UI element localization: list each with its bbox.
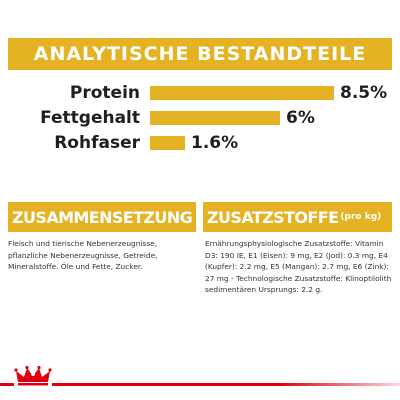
nutrient-label: Protein: [69, 83, 140, 103]
banner-title: ANALYTISCHE BESTANDTEILE: [33, 43, 367, 65]
additives-header: ZUSATZSTOFFE (pro kg): [203, 202, 392, 232]
nutrient-value: 1.6%: [191, 133, 239, 153]
composition-title: ZUSAMMENSETZUNG: [12, 207, 193, 227]
nutrient-row-protein: Protein 8.5%: [0, 82, 400, 104]
composition-text: Fleisch und tierische Nebenerzeugnisse, …: [8, 239, 158, 272]
composition-header: ZUSAMMENSETZUNG: [8, 202, 196, 232]
nutrient-label: Rohfaser: [54, 133, 140, 153]
nutrient-row-rohfaser: Rohfaser 1.6%: [0, 132, 400, 154]
analysis-banner: ANALYTISCHE BESTANDTEILE: [8, 38, 392, 70]
additives-text: Ernährungsphysiologische Zusatzstoffe: V…: [205, 239, 392, 295]
nutrient-bar: [150, 86, 334, 100]
nutrient-bar: [150, 136, 185, 150]
nutrient-value: 8.5%: [340, 83, 388, 103]
nutrient-row-fettgehalt: Fettgehalt 6%: [0, 107, 400, 129]
additives-unit: (pro kg): [340, 212, 382, 222]
royal-canin-crown-icon: [14, 365, 52, 387]
additives-title: ZUSATZSTOFFE: [207, 207, 339, 227]
nutrient-label: Fettgehalt: [40, 108, 140, 128]
nutrient-bar: [150, 111, 280, 125]
footer-red-line: [0, 383, 400, 386]
nutrient-value: 6%: [286, 108, 315, 128]
